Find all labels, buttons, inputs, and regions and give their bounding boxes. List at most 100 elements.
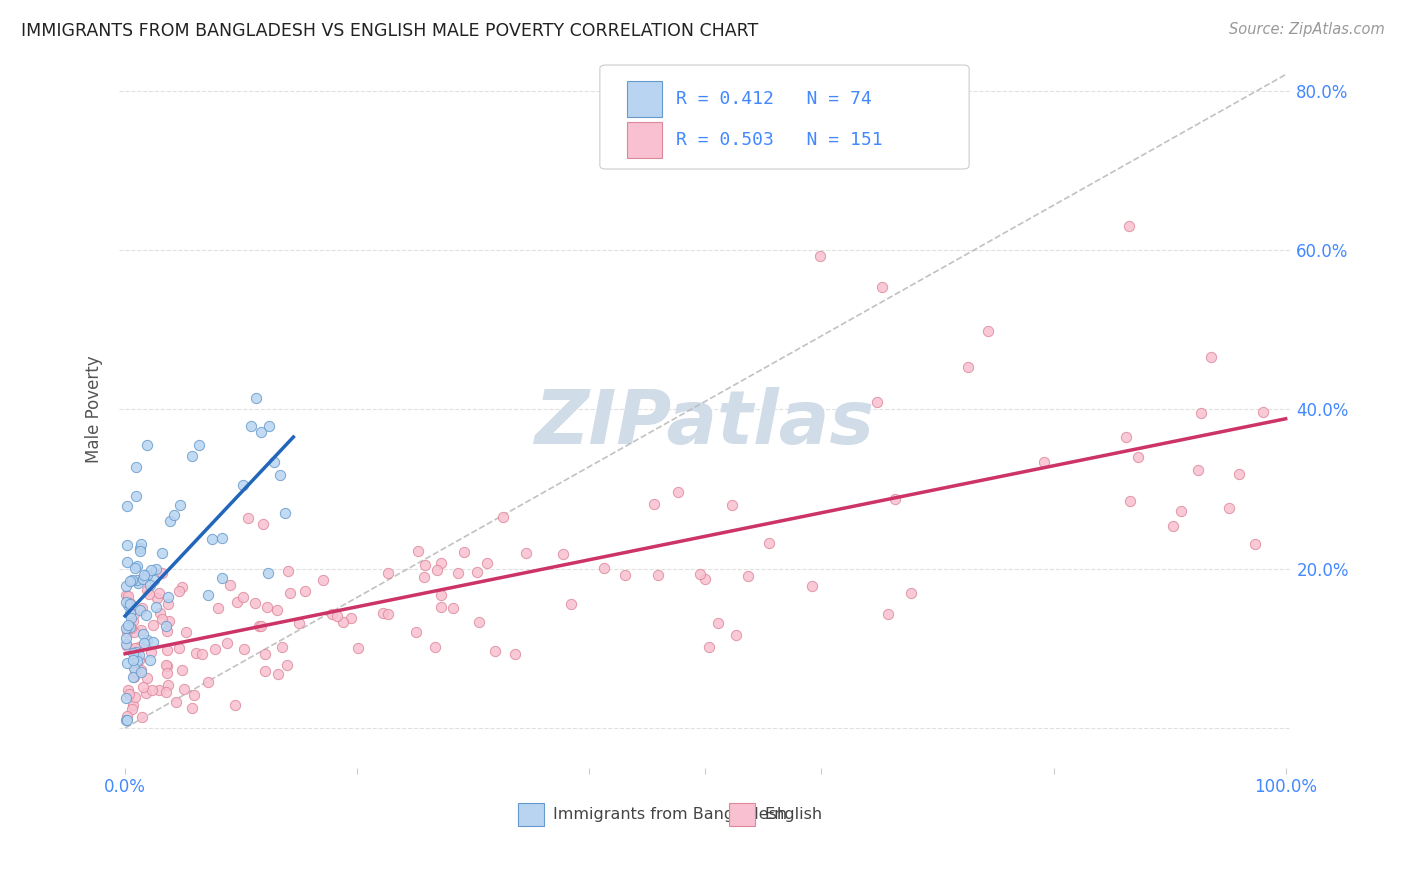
Point (1187, 463, 1209, 477)
Point (475, 557, 498, 571)
Point (145, 561, 167, 575)
Point (758, 535, 780, 549)
Point (121, 702, 143, 716)
Point (232, 641, 254, 656)
Point (125, 644, 148, 658)
Point (278, 586, 301, 600)
Point (413, 558, 436, 572)
Point (801, 579, 824, 593)
Point (689, 567, 711, 582)
Point (197, 675, 219, 690)
Point (124, 607, 146, 622)
Point (1218, 500, 1240, 515)
Point (163, 508, 186, 522)
Point (115, 588, 138, 602)
Point (181, 700, 204, 714)
Point (155, 658, 177, 673)
Text: R = 0.412   N = 74: R = 0.412 N = 74 (676, 90, 872, 108)
Point (156, 643, 179, 657)
Point (150, 611, 173, 625)
Point (977, 324, 1000, 338)
Point (256, 566, 278, 581)
Point (426, 562, 449, 576)
Point (1170, 504, 1192, 518)
Point (1227, 467, 1250, 481)
Point (423, 640, 446, 654)
Point (270, 640, 292, 654)
Point (115, 595, 138, 609)
Point (167, 584, 190, 599)
Point (121, 574, 143, 588)
Point (139, 578, 162, 592)
Point (245, 391, 267, 405)
Point (115, 631, 138, 645)
FancyBboxPatch shape (728, 803, 755, 826)
Point (146, 591, 169, 606)
Point (131, 627, 153, 641)
Point (232, 590, 254, 604)
Point (181, 450, 204, 464)
Point (453, 545, 475, 559)
Point (122, 624, 145, 639)
Point (118, 606, 141, 620)
Point (724, 628, 747, 642)
Point (430, 556, 453, 570)
Point (706, 615, 728, 630)
Point (503, 647, 526, 661)
Point (169, 498, 191, 512)
Point (697, 640, 720, 654)
Point (157, 597, 180, 611)
Point (150, 546, 173, 560)
Point (1033, 455, 1056, 469)
Point (1118, 219, 1140, 234)
Point (866, 394, 889, 409)
Point (173, 682, 195, 697)
Point (118, 574, 141, 589)
Point (252, 517, 274, 532)
Point (135, 632, 157, 647)
Point (115, 637, 138, 651)
Point (132, 567, 155, 582)
Point (132, 681, 155, 695)
Text: English: English (763, 807, 823, 822)
Point (156, 590, 179, 604)
Point (267, 666, 290, 681)
Point (167, 640, 190, 655)
Point (201, 532, 224, 546)
Point (122, 653, 145, 667)
Point (253, 647, 276, 661)
Point (808, 249, 831, 263)
Point (274, 506, 297, 520)
Text: ZIPatlas: ZIPatlas (536, 387, 876, 460)
Point (149, 606, 172, 620)
Point (174, 625, 197, 640)
FancyBboxPatch shape (627, 81, 662, 117)
Point (135, 582, 157, 597)
Point (138, 587, 160, 601)
Point (204, 641, 226, 656)
Point (125, 654, 148, 668)
Point (276, 657, 298, 672)
Point (172, 580, 194, 594)
Point (155, 685, 177, 699)
Point (413, 570, 436, 584)
Point (150, 566, 173, 581)
Point (647, 568, 669, 582)
Point (593, 561, 616, 575)
Point (122, 670, 145, 684)
Point (188, 438, 211, 452)
Y-axis label: Male Poverty: Male Poverty (86, 355, 103, 463)
Point (148, 586, 170, 600)
Point (405, 625, 427, 640)
Point (124, 560, 146, 574)
Point (141, 563, 163, 577)
Point (132, 636, 155, 650)
Point (883, 491, 905, 506)
Point (159, 514, 181, 528)
Text: Immigrants from Bangladesh: Immigrants from Bangladesh (553, 807, 787, 822)
Point (245, 596, 267, 610)
Point (430, 599, 453, 614)
Point (124, 641, 146, 656)
Point (720, 498, 742, 512)
Point (157, 614, 180, 628)
